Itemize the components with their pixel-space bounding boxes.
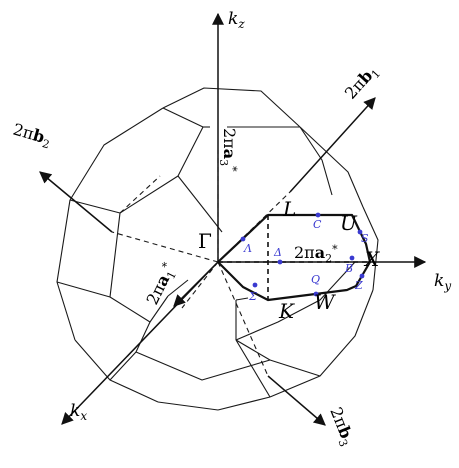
X-label: X [363,247,380,271]
B-dot [349,255,355,261]
lower-right-faces [269,289,374,398]
hidden-edge [181,261,219,309]
polyhedron-edges [56,87,379,411]
S-label: S [361,232,369,245]
right-hex [235,261,356,341]
delta-label: Δ [273,246,282,259]
right-side [362,206,379,291]
gamma-label: Γ [198,229,212,253]
b2-label: 2πb2 [10,120,53,152]
hidden-edge [217,191,291,263]
edge [269,359,321,377]
lambda-dot [240,236,246,242]
edge [217,396,271,411]
bottom-face [135,339,271,381]
L-label: L [282,197,296,221]
hidden-edge [119,175,161,214]
edge [157,401,219,411]
hidden-edge [111,231,219,263]
a2-label: 2πa2* [294,243,338,265]
sigma-dot [252,282,258,288]
ky-label: ky [434,271,451,293]
top-face [162,87,301,128]
left-side [56,199,76,341]
S-dot [357,229,363,235]
C-dot [315,212,321,218]
sigma-label: Σ [248,290,257,303]
a1-label: 2πa1* [143,260,182,309]
a3-label: 2πa3* [217,128,239,172]
edge [235,297,249,301]
kx-label: kx [70,401,87,423]
hidden-edges [111,150,291,377]
kz-label: kz [228,9,245,31]
upper-left-hex [69,126,204,214]
W-label: W [314,290,336,314]
lower-left-faces [74,339,159,403]
b2-axis[interactable] [39,171,113,233]
K-label: K [278,299,295,323]
edge [167,279,189,297]
axes [39,12,427,426]
Q-dot [313,291,319,297]
Z-dot [359,273,365,279]
b1-axis[interactable] [289,97,376,193]
hidden-edge [217,261,269,377]
b1-label: 2πb1 [341,61,383,105]
left-square-top [56,281,111,298]
front-hexagon [177,175,223,233]
a1-arrow[interactable] [173,261,219,307]
upper-right-hex [299,126,333,196]
path-point-markers [240,212,365,297]
Q-label: Q [311,273,320,286]
B-label: B [344,262,353,275]
delta-dot [277,259,283,265]
lower-front [109,321,151,381]
b3-label: 2πb3 [324,404,359,448]
edge [162,107,204,128]
upper-left-faces [69,107,164,201]
front-square [109,212,169,323]
C-label: C [313,218,322,231]
upper-right-faces [299,126,364,208]
U-label: U [340,211,358,235]
edge [235,339,271,398]
lambda-label: Λ [243,242,252,255]
b3-axis[interactable] [267,375,326,426]
Z-label: Z [354,279,363,292]
